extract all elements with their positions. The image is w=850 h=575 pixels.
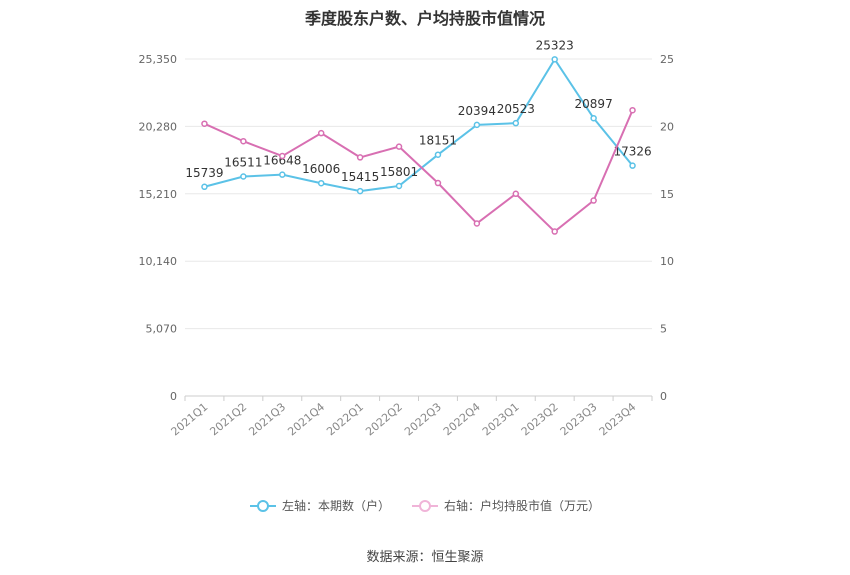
data-point[interactable] (279, 171, 286, 178)
data-point[interactable] (240, 137, 247, 145)
y-axis-left: 0 5,070 10,140 15,210 20,280 25,350 (139, 53, 178, 403)
y-left-tick-label: 15,210 (139, 188, 178, 201)
data-label: 15415 (341, 170, 379, 184)
y-right-tick-label: 20 (660, 120, 674, 133)
data-point[interactable] (395, 182, 403, 190)
x-tick-label: 2021Q4 (285, 400, 327, 438)
x-tick-label: 2021Q1 (169, 400, 211, 438)
x-tick-label: 2021Q2 (208, 400, 250, 438)
data-point[interactable] (629, 106, 636, 114)
legend: 左轴：本期数（户） 右轴：户均持股市值（万元） (0, 497, 850, 514)
x-tick-label: 2023Q3 (558, 400, 600, 438)
data-label: 17326 (613, 145, 651, 159)
data-point[interactable] (356, 187, 364, 195)
data-point[interactable] (512, 190, 520, 198)
y-right-tick-label: 5 (660, 323, 667, 336)
x-axis: 2021Q12021Q22021Q32021Q42022Q12022Q22022… (169, 396, 653, 438)
data-label: 20394 (458, 104, 496, 118)
y-left-tick-label: 20,280 (139, 120, 178, 133)
data-point[interactable] (317, 129, 325, 137)
data-label: 20897 (575, 97, 613, 111)
y-right-tick-label: 10 (660, 255, 674, 268)
data-point[interactable] (356, 154, 364, 161)
legend-item-left[interactable]: 左轴：本期数（户） (249, 497, 390, 514)
y-axis-right: 0 5 10 15 20 25 (660, 53, 674, 403)
data-label: 20523 (497, 102, 535, 116)
legend-label-left: 左轴：本期数（户） (281, 499, 390, 513)
data-label: 25323 (536, 38, 574, 52)
y-right-tick-label: 15 (660, 188, 674, 201)
data-label: 16648 (263, 154, 301, 168)
series-line-1 (204, 109, 634, 233)
x-tick-label: 2022Q4 (441, 400, 483, 438)
y-left-tick-label: 5,070 (146, 323, 178, 336)
data-point[interactable] (512, 119, 520, 127)
data-point[interactable] (473, 220, 481, 227)
x-tick-label: 2022Q2 (363, 400, 405, 438)
y-left-tick-label: 25,350 (139, 53, 178, 66)
data-point[interactable] (434, 179, 442, 187)
x-tick-label: 2022Q1 (324, 400, 366, 438)
data-point[interactable] (201, 183, 208, 191)
x-tick-label: 2023Q2 (519, 400, 561, 438)
x-tick-label: 2023Q1 (480, 400, 522, 438)
legend-swatch-right (412, 499, 438, 513)
data-point[interactable] (240, 173, 247, 180)
data-point[interactable] (279, 152, 286, 160)
data-label: 16511 (224, 156, 262, 170)
data-label: 16006 (302, 162, 340, 176)
y-left-tick-label: 10,140 (139, 255, 178, 268)
data-label: 18151 (419, 134, 457, 148)
legend-swatch-left (249, 499, 276, 513)
data-label: 15801 (380, 165, 418, 179)
x-tick-label: 2021Q3 (246, 400, 288, 438)
chart-title: 季度股东户数、户均持股市值情况 (304, 9, 545, 28)
data-point[interactable] (473, 121, 481, 129)
data-label: 15739 (185, 166, 223, 180)
data-point[interactable] (317, 179, 325, 187)
y-right-tick-label: 0 (660, 390, 667, 403)
data-source: 数据来源：恒生聚源 (366, 550, 484, 565)
y-right-tick-label: 25 (660, 53, 674, 66)
legend-item-right[interactable]: 右轴：户均持股市值（万元） (412, 497, 600, 514)
data-point[interactable] (629, 162, 636, 169)
legend-label-right: 右轴：户均持股市值（万元） (444, 499, 601, 513)
x-tick-label: 2022Q3 (402, 400, 444, 438)
data-point[interactable] (551, 228, 558, 235)
series-line-0 (204, 57, 634, 193)
data-point[interactable] (590, 197, 597, 204)
y-left-tick-label: 0 (170, 390, 177, 403)
data-point[interactable] (395, 143, 403, 150)
data-point[interactable] (201, 120, 208, 127)
data-point[interactable] (551, 56, 558, 63)
data-point[interactable] (434, 151, 442, 158)
data-point[interactable] (590, 114, 597, 122)
x-tick-label: 2023Q4 (597, 400, 639, 438)
